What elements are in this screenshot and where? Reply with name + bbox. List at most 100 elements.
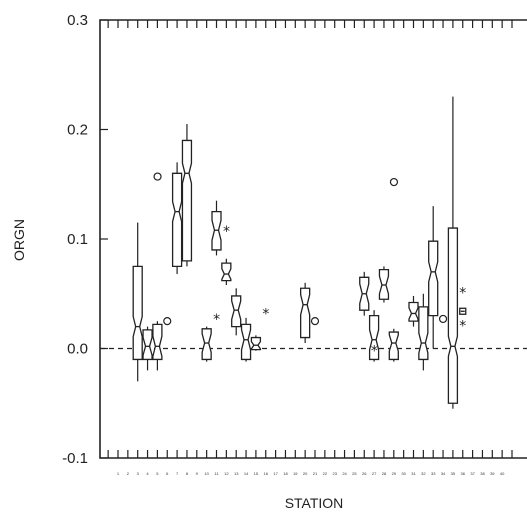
box-station-35 (447, 96, 459, 409)
station-label: 33 (431, 471, 436, 476)
boxes (132, 96, 459, 409)
box-body (152, 323, 163, 361)
station-label: 16 (264, 471, 269, 476)
y-tick-label: 0.1 (67, 231, 88, 248)
station-label: 18 (283, 471, 288, 476)
station-label: 28 (382, 471, 387, 476)
outlier-star: * (371, 344, 378, 360)
station-label: 9 (196, 471, 199, 476)
station-label: 34 (441, 471, 446, 476)
box-station-26 (359, 271, 370, 316)
station-label: 11 (214, 471, 219, 476)
box-station-15 (250, 335, 262, 351)
outliers: * * * * * * (153, 172, 467, 360)
station-label: 19 (293, 471, 298, 476)
outlier-circle (310, 317, 320, 326)
station-label: 10 (204, 471, 209, 476)
box-station-14 (240, 317, 252, 362)
plot-frame (99, 19, 527, 459)
box-station-7 (171, 162, 183, 275)
y-tick-labels: -0.1 0.0 0.1 0.2 0.3 (62, 12, 88, 467)
box-body (428, 240, 439, 317)
station-label: 30 (401, 471, 406, 476)
station-label: 40 (500, 471, 505, 476)
y-tick-label: 0.2 (67, 122, 88, 139)
plot-border (99, 19, 527, 459)
box-body (171, 172, 183, 268)
box-body (221, 262, 232, 282)
box-station-8 (181, 124, 193, 267)
station-label: 21 (313, 471, 318, 476)
y-tick-label: 0.3 (67, 12, 88, 29)
box-station-11 (211, 200, 222, 256)
station-label: 17 (273, 471, 278, 476)
y-tick-label: -0.1 (62, 450, 88, 467)
outlier-circle (153, 172, 162, 181)
box-body (418, 306, 429, 361)
box-station-10 (201, 326, 212, 362)
box-body (368, 314, 380, 361)
station-label: 22 (323, 471, 328, 476)
outlier-star: * (459, 318, 466, 334)
box-station-3 (132, 222, 143, 382)
station-label: 23 (332, 471, 337, 476)
station-label: 4 (146, 471, 149, 476)
box-body (388, 331, 399, 361)
axis-ticks (100, 19, 513, 459)
box-station-27 (368, 310, 380, 362)
station-label: 2 (127, 471, 130, 476)
station-label: 26 (362, 471, 367, 476)
box-station-33 (428, 206, 439, 349)
station-label: 29 (392, 471, 397, 476)
station-label: 37 (470, 471, 475, 476)
box-body (447, 227, 459, 404)
station-label: 35 (451, 471, 456, 476)
box-station-13 (231, 288, 242, 336)
box-station-31 (408, 295, 419, 327)
box-body (132, 265, 143, 361)
y-tick-label: 0.0 (67, 341, 88, 358)
box-body (231, 295, 242, 328)
station-label: 39 (490, 471, 495, 476)
box-body (408, 301, 419, 322)
box-station-4 (142, 326, 153, 371)
box-station-28 (378, 266, 390, 303)
station-label: 6 (166, 471, 169, 476)
station-label: 31 (411, 471, 416, 476)
station-label: 14 (244, 471, 249, 476)
station-label: 5 (156, 471, 159, 476)
station-label: 20 (303, 471, 308, 476)
station-label: 27 (372, 471, 377, 476)
outlier-circle (389, 177, 399, 187)
box-body (240, 323, 252, 361)
x-axis-label: STATION (285, 495, 344, 511)
x-station-labels: 1 2 3 4 5 6 7 8 9 10 11 12 13 14 15 16 17 18 19 20 21 22 23 24 2… (117, 471, 505, 476)
station-label: 38 (480, 471, 485, 476)
box-station-12 (221, 258, 232, 285)
box-station-5 (152, 321, 163, 371)
outlier-star: * (213, 312, 220, 328)
box-station-32 (418, 293, 429, 371)
box-body (181, 139, 193, 262)
box-body (299, 287, 311, 339)
station-label: 12 (224, 471, 229, 476)
outlier-star: * (459, 286, 466, 302)
station-label: 25 (352, 471, 357, 476)
station-label: 13 (234, 471, 239, 476)
box-body (142, 329, 153, 361)
box-station-29 (388, 328, 399, 362)
station-label: 36 (461, 471, 466, 476)
station-label: 15 (254, 471, 259, 476)
box-body (250, 336, 262, 351)
box-body (201, 328, 212, 361)
y-axis-label: ORGN (11, 219, 27, 261)
station-label: 1 (117, 471, 120, 476)
station-label: 32 (421, 471, 426, 476)
outlier-star: * (223, 224, 230, 240)
outlier-circle (163, 317, 172, 326)
outlier-circle (438, 314, 448, 324)
box-station-20 (299, 282, 311, 344)
station-label: 24 (342, 471, 347, 476)
outlier-star: * (262, 306, 269, 322)
